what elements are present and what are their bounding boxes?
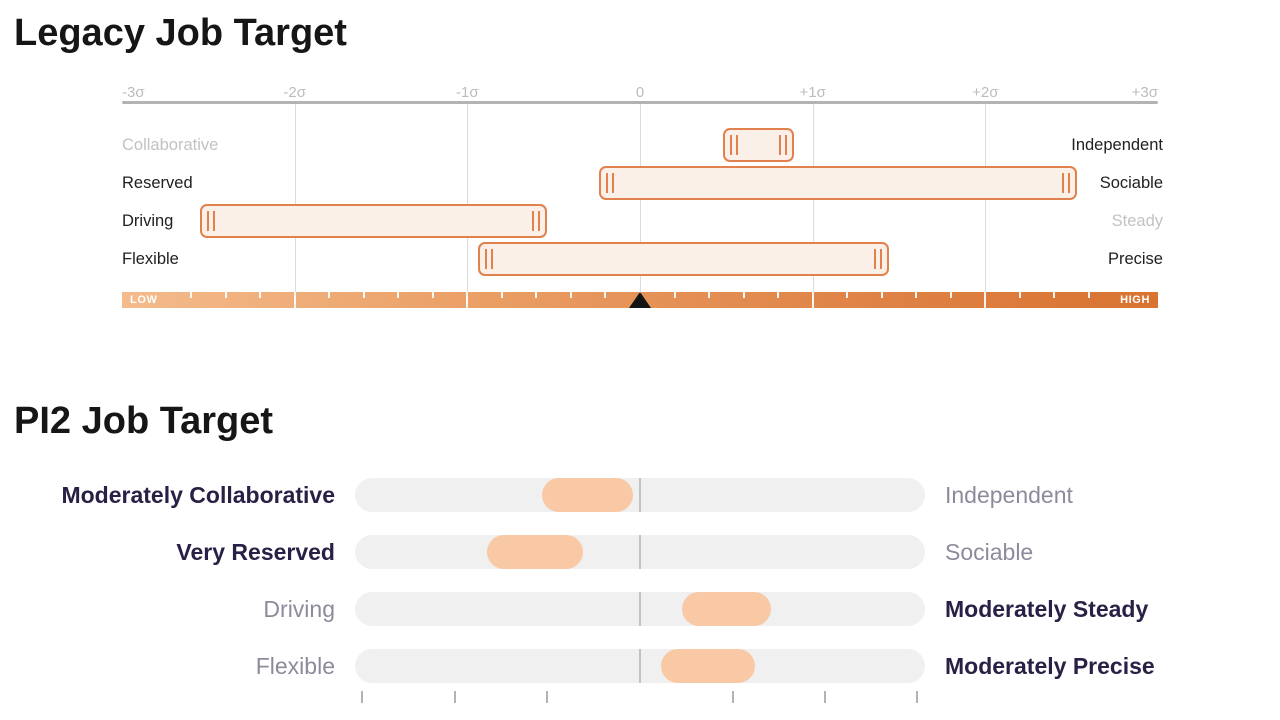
row-left-label: Reserved <box>122 174 193 192</box>
axis-tick <box>732 691 734 703</box>
scale-minor-tick <box>604 292 607 298</box>
scale-minor-tick <box>915 292 918 298</box>
scale-major-tick <box>293 292 296 308</box>
scale-minor-tick <box>190 292 193 298</box>
axis-tick-label-plus3: +3σ <box>1131 84 1158 101</box>
row-left-label: Moderately Collaborative <box>61 482 335 508</box>
axis-tick-label-minus3: -3σ <box>122 84 145 101</box>
pi2-row-collaborative-independent: Moderately Collaborative Independent <box>0 478 1280 512</box>
scale-minor-tick <box>500 292 503 298</box>
slider-track <box>355 649 925 683</box>
scale-high-label: HIGH <box>1120 294 1150 306</box>
range-handle-right-icon[interactable] <box>531 211 540 231</box>
range-slider-bar[interactable] <box>598 166 1077 200</box>
scale-minor-tick <box>1053 292 1056 298</box>
legacy-job-target-chart: -3σ -2σ -1σ 0 +1σ +2σ +3σ Collaborative … <box>122 84 1163 310</box>
scale-minor-tick <box>949 292 952 298</box>
scale-minor-tick <box>569 292 572 298</box>
scale-minor-tick <box>742 292 745 298</box>
row-left-label: Very Reserved <box>176 539 335 565</box>
range-handle-left-icon[interactable] <box>484 249 493 269</box>
slider-track <box>355 535 925 569</box>
row-right-label: Independent <box>945 482 1073 508</box>
row-right-label: Sociable <box>945 539 1034 565</box>
axis-tick-label-minus1: -1σ <box>456 84 479 101</box>
axis-tick-label-zero: 0 <box>635 84 645 101</box>
gridline <box>294 104 296 292</box>
range-handle-right-icon[interactable] <box>1061 173 1070 193</box>
row-right-label: Precise <box>1107 250 1163 268</box>
row-right-label: Steady <box>1111 212 1163 230</box>
scale-minor-tick <box>397 292 400 298</box>
row-left-label: Driving <box>122 212 174 230</box>
target-range-pill[interactable] <box>487 535 583 569</box>
scale-major-tick <box>811 292 814 308</box>
pi2-row-flexible-precise: Flexible Moderately Precise <box>0 649 1280 683</box>
midpoint-divider <box>639 649 641 683</box>
row-left-label: Driving <box>263 596 335 622</box>
axis-tick <box>454 691 456 703</box>
range-slider-bar[interactable] <box>722 128 794 162</box>
legacy-row-flexible-precise: Flexible Precise <box>122 242 1163 276</box>
scale-minor-tick <box>328 292 331 298</box>
pi2-row-reserved-sociable: Very Reserved Sociable <box>0 535 1280 569</box>
scale-low-label: LOW <box>130 294 158 306</box>
row-left-label: Flexible <box>255 653 335 679</box>
midpoint-divider <box>639 535 641 569</box>
row-right-label: Sociable <box>1099 174 1163 192</box>
slider-track <box>355 592 925 626</box>
range-handle-left-icon[interactable] <box>729 135 738 155</box>
range-handle-right-icon[interactable] <box>873 249 882 269</box>
row-left-label: Flexible <box>122 250 179 268</box>
target-range-pill[interactable] <box>681 592 772 626</box>
sigma-axis-line <box>122 101 1158 104</box>
target-range-pill[interactable] <box>542 478 634 512</box>
legacy-row-collaborative-independent: Collaborative Independent <box>122 128 1163 162</box>
scale-minor-tick <box>224 292 227 298</box>
scale-minor-tick <box>673 292 676 298</box>
row-right-label: Moderately Precise <box>945 653 1155 679</box>
scale-minor-tick <box>708 292 711 298</box>
scale-minor-tick <box>846 292 849 298</box>
legacy-row-driving-steady: Driving Steady <box>122 204 1163 238</box>
scale-major-tick <box>984 292 987 308</box>
axis-tick <box>546 691 548 703</box>
range-slider-bar[interactable] <box>199 204 547 238</box>
pi2-job-target-title: PI2 Job Target <box>14 400 274 442</box>
scale-minor-tick <box>1018 292 1021 298</box>
row-right-label: Independent <box>1071 136 1163 154</box>
axis-tick <box>824 691 826 703</box>
axis-tick <box>916 691 918 703</box>
scale-minor-tick <box>535 292 538 298</box>
low-high-gradient-scale: LOW HIGH <box>122 292 1158 308</box>
axis-tick <box>361 691 363 703</box>
axis-tick-label-plus1: +1σ <box>799 84 826 101</box>
scale-major-tick <box>466 292 469 308</box>
midpoint-divider <box>639 592 641 626</box>
scale-minor-tick <box>259 292 262 298</box>
scale-minor-tick <box>880 292 883 298</box>
axis-tick-label-minus2: -2σ <box>283 84 306 101</box>
scale-minor-tick <box>431 292 434 298</box>
range-slider-bar[interactable] <box>477 242 889 276</box>
range-handle-right-icon[interactable] <box>778 135 787 155</box>
midpoint-marker-triangle-icon <box>629 292 651 308</box>
legacy-job-target-title: Legacy Job Target <box>14 12 347 54</box>
scale-minor-tick <box>362 292 365 298</box>
target-range-pill[interactable] <box>660 649 755 683</box>
row-right-label: Moderately Steady <box>945 596 1149 622</box>
scale-minor-tick <box>1087 292 1090 298</box>
range-handle-left-icon[interactable] <box>206 211 215 231</box>
slider-track <box>355 478 925 512</box>
pi2-row-driving-steady: Driving Moderately Steady <box>0 592 1280 626</box>
range-handle-left-icon[interactable] <box>605 173 614 193</box>
scale-minor-tick <box>777 292 780 298</box>
gridline <box>467 104 469 292</box>
midpoint-divider <box>639 478 641 512</box>
axis-tick-label-plus2: +2σ <box>972 84 999 101</box>
row-left-label: Collaborative <box>122 136 219 154</box>
legacy-row-reserved-sociable: Reserved Sociable <box>122 166 1163 200</box>
